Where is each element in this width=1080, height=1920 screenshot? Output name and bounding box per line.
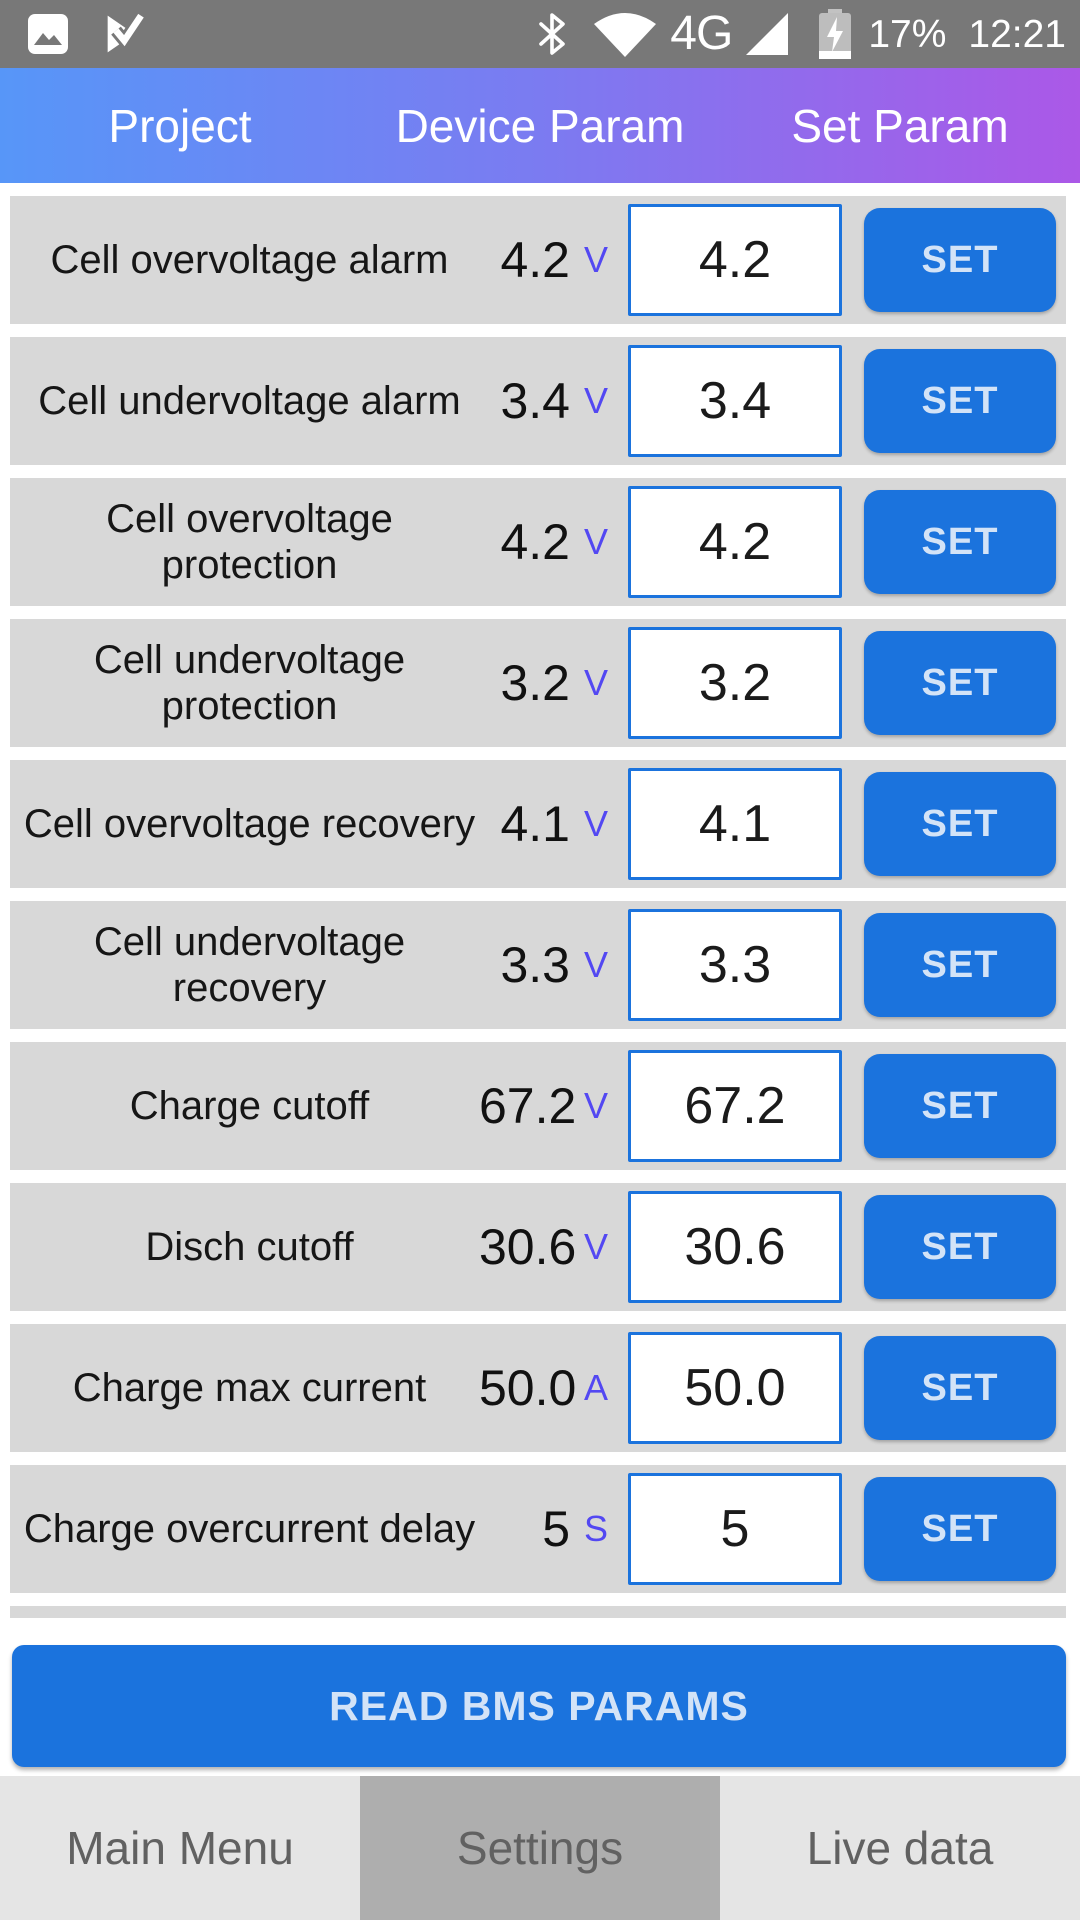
param-label: Cell undervoltage protection <box>93 638 406 728</box>
param-current-value: 30.6 <box>479 1219 577 1275</box>
param-unit: V <box>583 1226 608 1267</box>
bottom-nav: Main Menu Settings Live data <box>0 1776 1080 1920</box>
param-label: Cell overvoltage recovery <box>23 802 476 846</box>
param-unit: S <box>583 1508 608 1549</box>
param-label: Disch cutoff <box>145 1225 354 1269</box>
tab-device-param[interactable]: Device Param <box>395 99 685 152</box>
param-current-value: 3.3 <box>500 937 570 993</box>
param-input[interactable] <box>628 627 842 739</box>
wifi-icon <box>593 11 657 57</box>
nav-main-menu[interactable]: Main Menu <box>66 1822 294 1874</box>
param-label: Cell undervoltage alarm <box>38 379 461 423</box>
param-input[interactable] <box>628 204 842 316</box>
param-current-value: 50.0 <box>479 1360 577 1416</box>
param-input[interactable] <box>628 909 842 1021</box>
param-input[interactable] <box>628 345 842 457</box>
param-current-value: 4.1 <box>500 796 570 852</box>
set-button[interactable]: SET <box>864 208 1056 312</box>
param-unit: V <box>583 944 608 985</box>
param-row: Cell overvoltage alarm 4.2 V SET <box>10 196 1066 324</box>
param-list: Cell overvoltage alarm 4.2 V SET Cell un… <box>0 183 1080 1606</box>
param-current-value: 3.2 <box>500 655 570 711</box>
param-input[interactable] <box>628 486 842 598</box>
param-unit: V <box>583 521 608 562</box>
param-row: Charge cutoff 67.2 V SET <box>10 1042 1066 1170</box>
cell-signal-icon <box>745 12 789 56</box>
param-unit: V <box>583 380 608 421</box>
param-input[interactable] <box>628 1191 842 1303</box>
status-indicators: 4G 17% 12:21 <box>524 8 1066 60</box>
tab-set-param[interactable]: Set Param <box>791 99 1009 152</box>
battery-charging-icon <box>815 8 855 60</box>
param-label: Charge cutoff <box>129 1084 370 1128</box>
param-current-value: 5 <box>542 1501 570 1557</box>
param-label: Cell undervoltage recovery <box>93 920 406 1010</box>
param-unit: A <box>583 1367 608 1408</box>
status-bar: 4G 17% 12:21 <box>0 0 1080 68</box>
set-button[interactable]: SET <box>864 1054 1056 1158</box>
network-type-label: 4G <box>670 7 733 60</box>
read-bms-params-button[interactable]: READ BMS PARAMS <box>12 1645 1066 1767</box>
param-current-value: 67.2 <box>479 1078 577 1134</box>
set-button[interactable]: SET <box>864 349 1056 453</box>
param-row: Charge max current 50.0 A SET <box>10 1324 1066 1452</box>
param-unit: V <box>583 803 608 844</box>
set-button[interactable]: SET <box>864 772 1056 876</box>
top-tab-bar: Project Device Param Set Param <box>0 68 1080 183</box>
set-button[interactable]: SET <box>864 1336 1056 1440</box>
set-button[interactable]: SET <box>864 1195 1056 1299</box>
param-label: Charge max current <box>72 1366 427 1410</box>
param-row: Cell undervoltage protection 3.2 V SET <box>10 619 1066 747</box>
set-button[interactable]: SET <box>864 913 1056 1017</box>
param-row: Cell undervoltage alarm 3.4 V SET <box>10 337 1066 465</box>
set-button[interactable]: SET <box>864 631 1056 735</box>
param-label: Cell overvoltage protection <box>106 497 393 587</box>
param-unit: V <box>583 239 608 280</box>
bluetooth-icon <box>537 12 567 56</box>
param-row: Cell overvoltage protection 4.2 V SET <box>10 478 1066 606</box>
param-row: Cell overvoltage recovery 4.1 V SET <box>10 760 1066 888</box>
param-current-value: 3.4 <box>500 373 570 429</box>
param-current-value: 4.2 <box>500 232 570 288</box>
param-unit: V <box>583 1085 608 1126</box>
param-unit: V <box>583 662 608 703</box>
param-row: Disch cutoff 30.6 V SET <box>10 1183 1066 1311</box>
gallery-icon <box>26 12 70 56</box>
status-clock: 12:21 <box>968 12 1066 56</box>
param-input[interactable] <box>628 1050 842 1162</box>
tab-project[interactable]: Project <box>108 99 252 152</box>
param-input[interactable] <box>628 1332 842 1444</box>
play-check-icon <box>96 9 146 59</box>
nav-live-data[interactable]: Live data <box>806 1822 994 1874</box>
param-current-value: 4.2 <box>500 514 570 570</box>
param-label: Cell overvoltage alarm <box>50 238 449 282</box>
set-button[interactable]: SET <box>864 490 1056 594</box>
next-row-peek <box>10 1606 1066 1618</box>
param-row: Charge overcurrent delay 5 S SET <box>10 1465 1066 1593</box>
nav-settings[interactable]: Settings <box>360 1776 720 1920</box>
param-input[interactable] <box>628 768 842 880</box>
param-row: Cell undervoltage recovery 3.3 V SET <box>10 901 1066 1029</box>
battery-percent: 17% <box>868 12 947 56</box>
param-label: Charge overcurrent delay <box>23 1507 476 1551</box>
set-button[interactable]: SET <box>864 1477 1056 1581</box>
param-input[interactable] <box>628 1473 842 1585</box>
